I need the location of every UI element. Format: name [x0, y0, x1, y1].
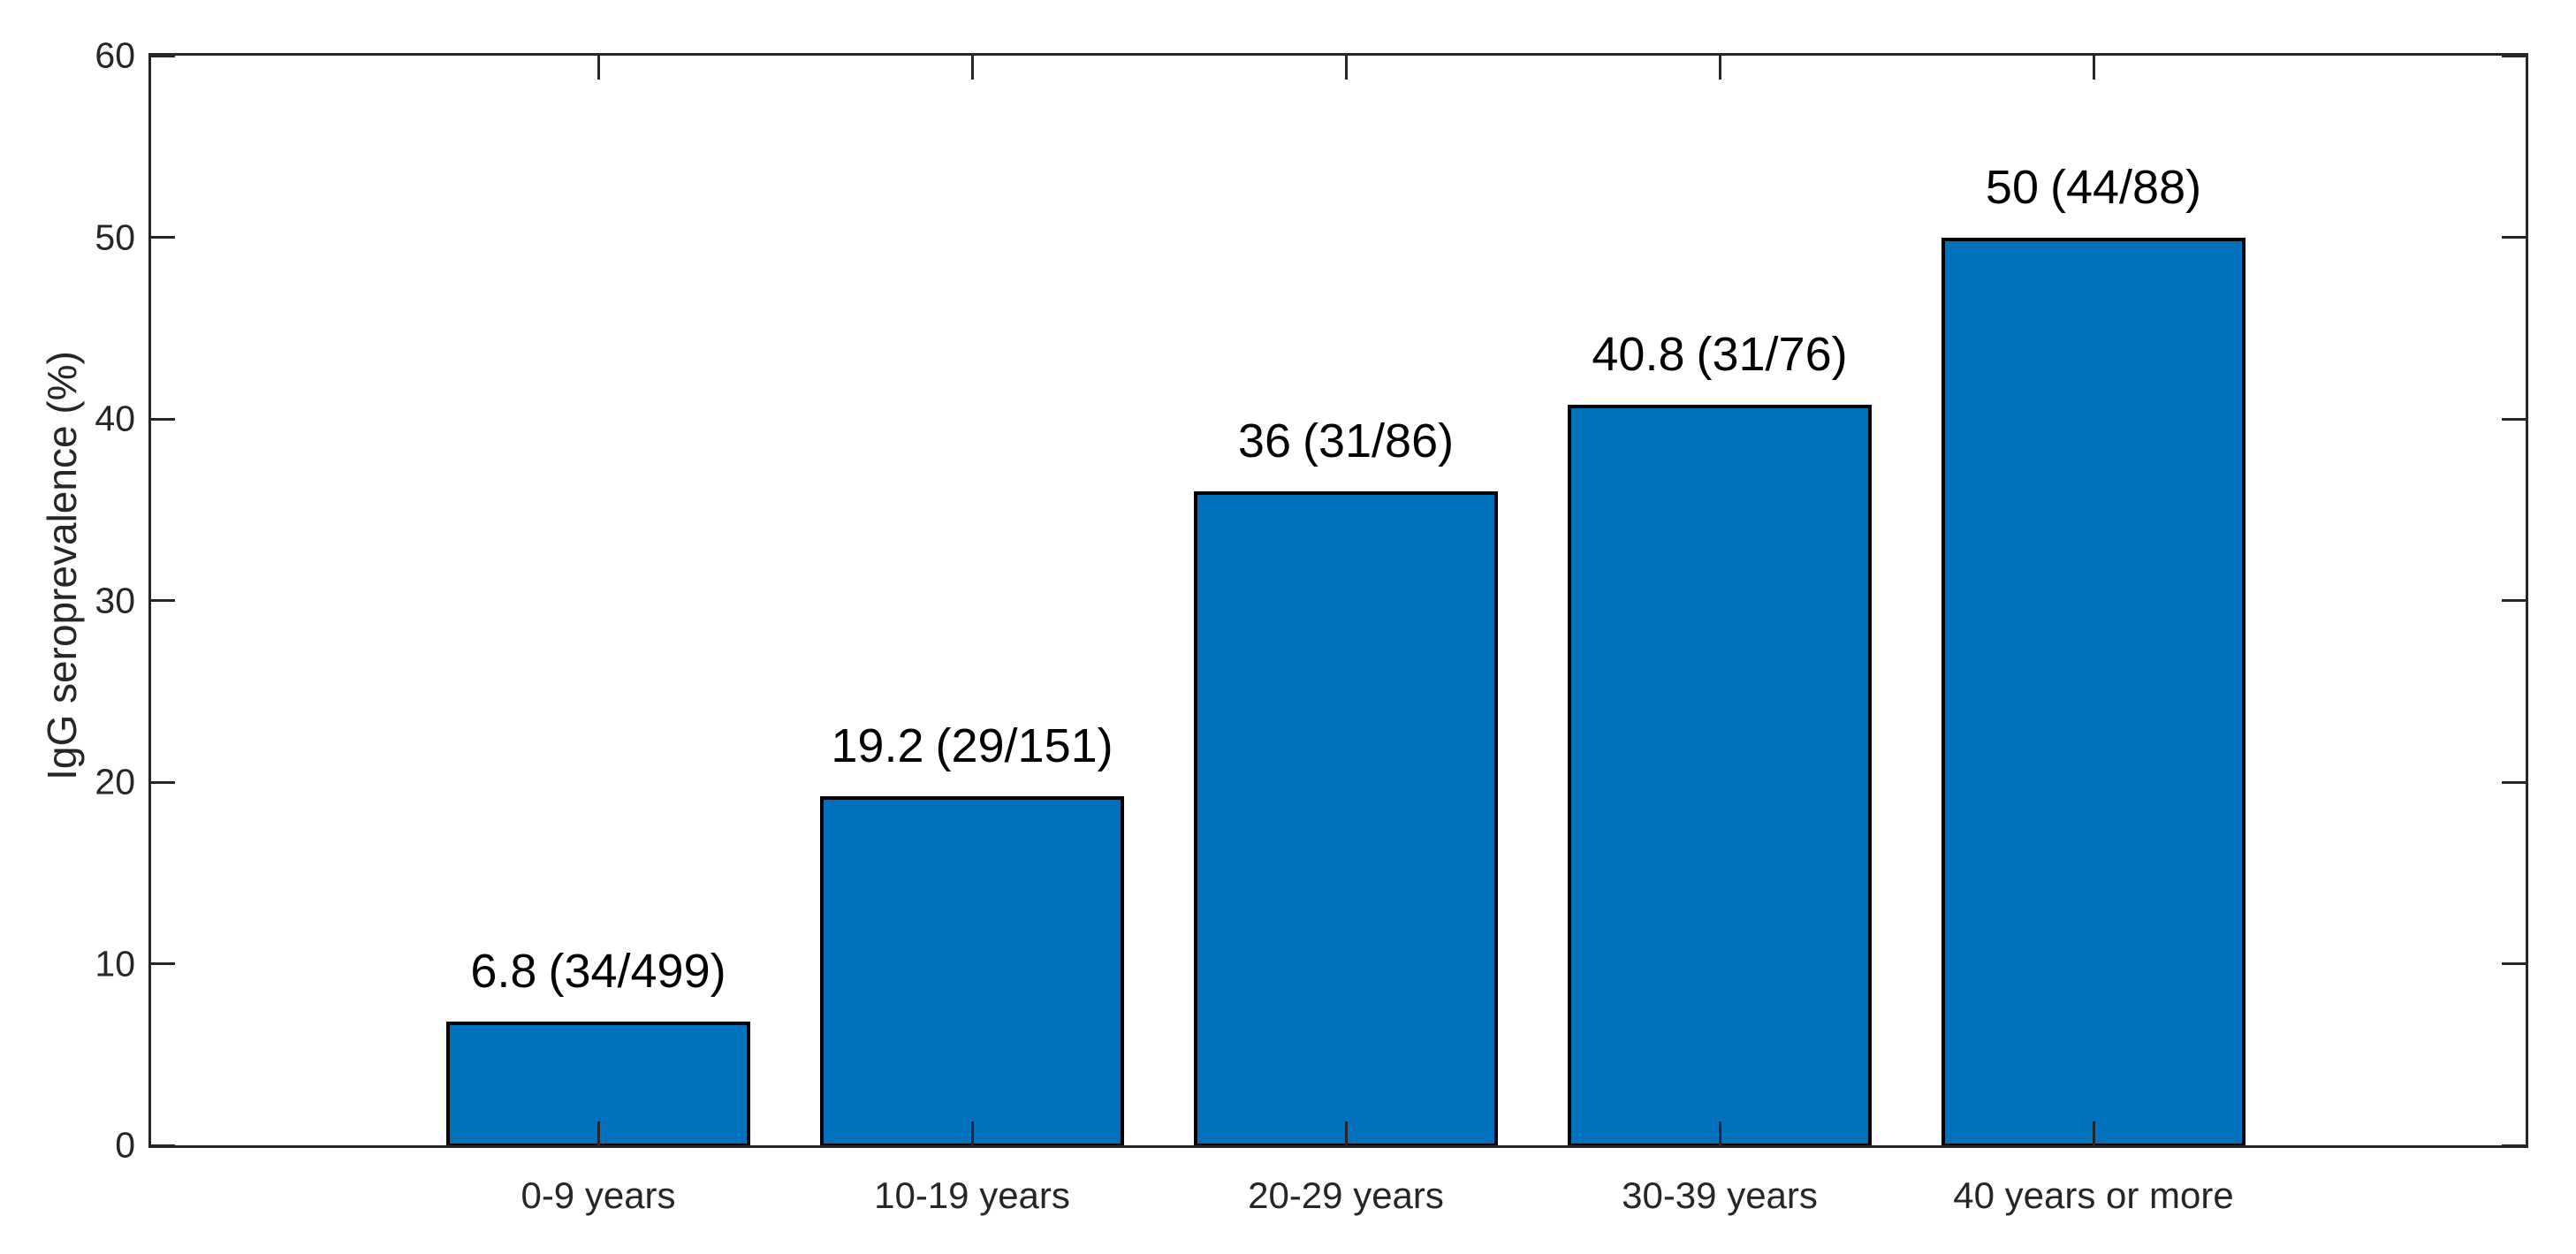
- x-tick-bottom: [597, 1121, 600, 1145]
- x-tick-top: [970, 56, 974, 80]
- y-tick-label: 20: [95, 761, 135, 802]
- y-axis-title: IgG seroprevalence (%): [39, 351, 85, 780]
- y-tick-left: [151, 236, 175, 239]
- x-tick-bottom: [970, 1121, 974, 1145]
- bar: [1568, 404, 1872, 1145]
- x-tick-top: [2092, 56, 2095, 80]
- y-tick-right: [2502, 236, 2526, 239]
- bar: [1194, 491, 1498, 1145]
- y-tick-label: 10: [95, 943, 135, 984]
- x-tick-bottom: [1718, 1121, 1721, 1145]
- y-tick-right: [2502, 1144, 2526, 1147]
- bar-value-label: 50 (44/88): [1986, 160, 2201, 215]
- x-tick-bottom: [1344, 1121, 1348, 1145]
- y-tick-label: 60: [95, 34, 135, 76]
- y-tick-label: 30: [95, 580, 135, 620]
- bar-value-label: 36 (31/86): [1238, 414, 1454, 468]
- bar-value: 19.2: [831, 719, 924, 773]
- y-tick-label: 0: [115, 1124, 135, 1166]
- y-tick-label: 50: [95, 217, 135, 257]
- bar-value: 50: [1985, 160, 2039, 214]
- bar-value-label: 40.8 (31/76): [1592, 327, 1847, 382]
- bar: [1941, 237, 2245, 1145]
- y-tick-left: [151, 599, 175, 602]
- bar-value-label: 6.8 (34/499): [470, 944, 726, 999]
- plot-area: 0 10 20 30 40 50 60 0-9 years 6.8 (34/499) 10-19 y…: [95, 35, 2528, 1216]
- y-tick-left: [151, 780, 175, 784]
- y-tick-right: [2502, 599, 2526, 602]
- bar-value: 36: [1237, 414, 1291, 468]
- x-tick-label: 0-9 years: [521, 1174, 676, 1216]
- x-tick-top: [1344, 56, 1348, 80]
- y-tick-right: [2502, 417, 2526, 421]
- bar-fraction: (34/499): [548, 945, 726, 999]
- x-tick-label: 10-19 years: [874, 1174, 1070, 1216]
- bar-value-label: 19.2 (29/151): [831, 718, 1113, 773]
- x-tick-bottom: [2092, 1121, 2095, 1145]
- y-tick-left: [151, 962, 175, 965]
- y-tick-left: [151, 1144, 175, 1147]
- x-tick-top: [597, 56, 600, 80]
- y-tick-label: 40: [95, 398, 135, 439]
- bar-value: 40.8: [1592, 327, 1685, 381]
- y-tick-left: [151, 54, 175, 57]
- bar-fraction: (31/76): [1696, 327, 1848, 381]
- x-tick-label: 40 years or more: [1953, 1174, 2234, 1216]
- bar-fraction: (44/88): [2049, 160, 2202, 214]
- bar-fraction: (29/151): [935, 719, 1113, 773]
- y-tick-right: [2502, 780, 2526, 784]
- x-tick-top: [1718, 56, 1721, 80]
- y-tick-right: [2502, 962, 2526, 965]
- x-tick-label: 20-29 years: [1248, 1174, 1444, 1216]
- x-tick-label: 30-39 years: [1622, 1174, 1818, 1216]
- y-tick-left: [151, 417, 175, 421]
- bar: [820, 796, 1124, 1145]
- y-tick-right: [2502, 54, 2526, 57]
- bar-fraction: (31/86): [1302, 414, 1455, 468]
- bar-value: 6.8: [470, 945, 537, 999]
